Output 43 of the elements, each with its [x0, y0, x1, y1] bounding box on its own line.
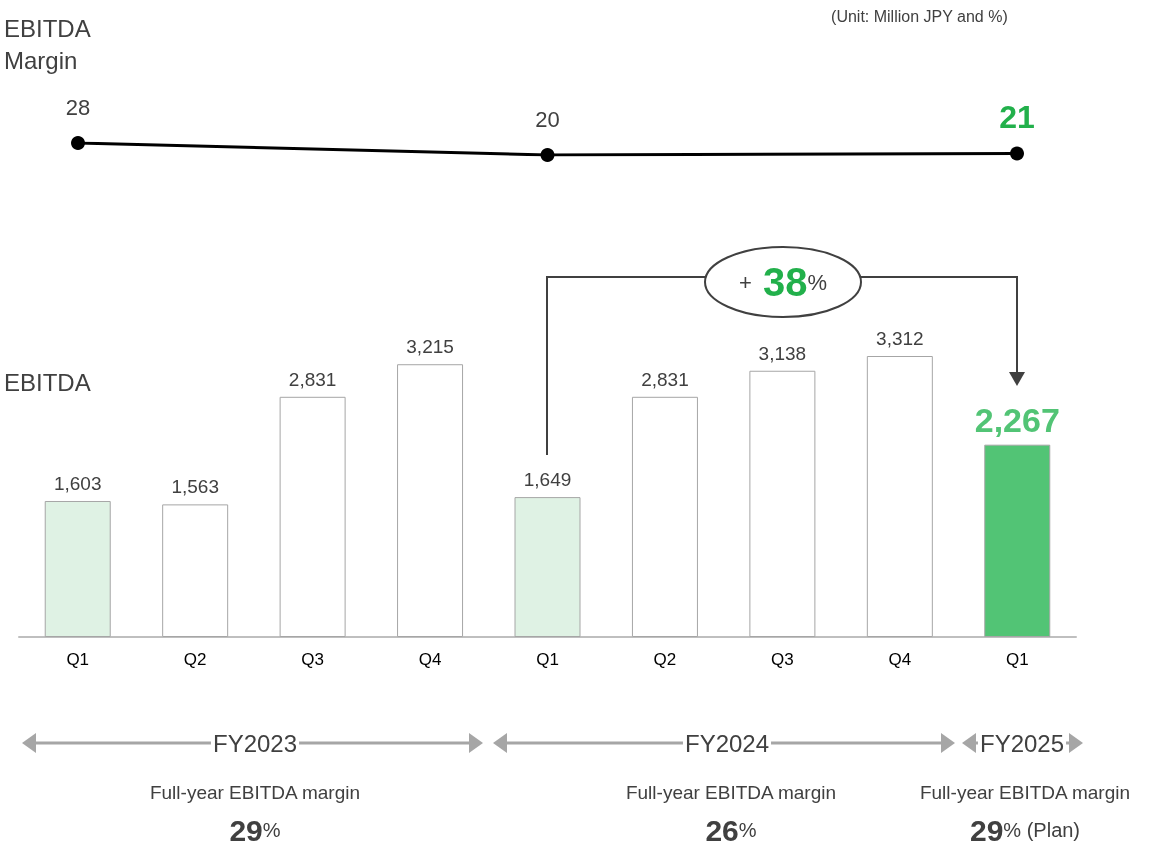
x-tick-label: Q2 — [653, 650, 677, 669]
data-label: 3,312 — [876, 328, 924, 349]
text: EBITDA — [4, 368, 91, 396]
data-label: 2,831 — [641, 368, 689, 390]
data-label: 1,603 — [53, 473, 102, 494]
bar — [514, 497, 581, 637]
x-tick-label: Q3 — [771, 650, 794, 669]
data-label: 2,831 — [288, 368, 337, 390]
data-label: 28 — [65, 94, 91, 120]
bar — [984, 444, 1051, 637]
bar — [162, 504, 229, 637]
data-label: 3,138 — [758, 342, 807, 364]
data-label: 1,563 — [171, 476, 219, 498]
chart-subtitle: (Unit: Million JPY and %) — [831, 7, 1008, 25]
x-tick-label: Q1 — [1005, 650, 1029, 669]
data-label: 21 — [999, 98, 1035, 135]
bar — [749, 370, 816, 637]
text: Full-year EBITDA margin — [149, 781, 361, 803]
bar — [397, 364, 464, 637]
data-label: 3,215 — [406, 336, 454, 358]
text: FY2023 — [212, 729, 298, 757]
text: FY2024 — [684, 729, 770, 757]
x-tick-label: Q2 — [183, 650, 207, 669]
x-tick-label: Q1 — [536, 650, 559, 669]
x-tick-label: Q4 — [418, 650, 442, 669]
text: 26% — [705, 813, 757, 847]
bar — [631, 396, 698, 637]
text: Full-year EBITDA margin — [919, 781, 1131, 803]
text: EBITDA Margin — [4, 14, 97, 74]
bar — [44, 501, 111, 637]
x-tick-label: Q1 — [66, 650, 90, 669]
data-label: 20 — [535, 106, 560, 132]
x-tick-label: Q4 — [888, 650, 912, 669]
bar — [279, 396, 346, 637]
data-label: 1,649 — [523, 469, 572, 491]
text: Full-year EBITDA margin — [625, 781, 837, 803]
text: FY2025 — [979, 729, 1065, 757]
text: + 38% — [738, 260, 828, 304]
text: 29% (Plan) — [969, 813, 1081, 847]
bar — [866, 356, 933, 637]
text: 29% — [229, 813, 281, 847]
x-tick-label: Q3 — [301, 650, 324, 669]
data-label: 2,267 — [974, 400, 1060, 439]
